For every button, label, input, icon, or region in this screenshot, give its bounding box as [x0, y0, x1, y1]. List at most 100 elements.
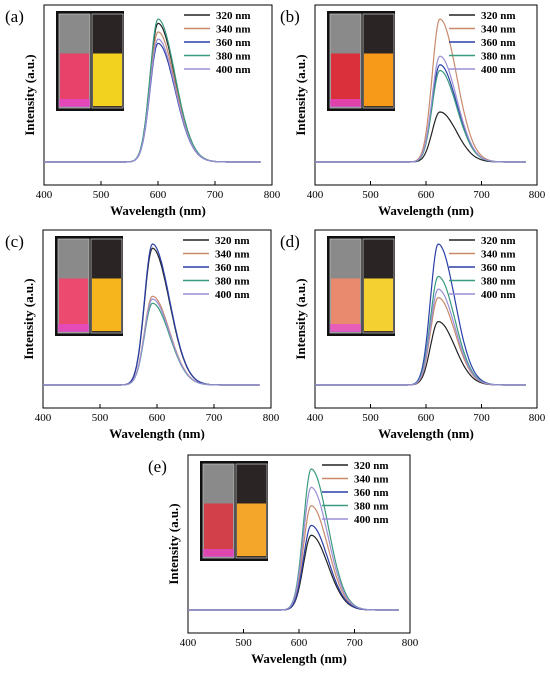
cuvette-liquid [204, 503, 233, 557]
x-tick-label: 400 [36, 189, 53, 201]
panel-label: (e) [148, 457, 167, 476]
y-axis-title: Intensity (a.u.) [22, 54, 37, 135]
legend-entry: 400 nm [354, 514, 389, 526]
y-axis-title: Intensity (a.u.) [293, 278, 308, 359]
x-tick-label: 700 [473, 189, 490, 201]
legend-entry: 380 nm [481, 51, 516, 63]
x-tick-label: 600 [150, 189, 167, 201]
chart-panel-4: 400 500 600 700 800 Wavelength (nm) Intensity … [280, 229, 546, 441]
x-tick-label: 700 [207, 189, 224, 201]
legend-entry: 340 nm [354, 474, 389, 486]
inset-cuvette-photo [55, 236, 123, 336]
cuvette-liquid [364, 53, 393, 107]
x-tick-label: 500 [362, 412, 379, 424]
legend-entry: 360 nm [215, 262, 250, 274]
x-axis-title: Wavelength (nm) [378, 426, 474, 441]
panel-label: (a) [5, 7, 24, 26]
x-tick-label: 800 [529, 412, 546, 424]
cuvette-glow [330, 99, 361, 107]
legend-entry: 380 nm [216, 51, 251, 63]
cuvette-glow [203, 549, 234, 557]
x-axis-title: Wavelength (nm) [110, 203, 206, 218]
inset-cuvette-photo [56, 11, 124, 111]
x-tick-label: 600 [149, 412, 166, 424]
x-tick-label: 400 [180, 637, 197, 649]
legend-entry: 340 nm [481, 24, 516, 36]
legend-entry: 320 nm [354, 460, 389, 472]
inset-cuvette-photo [200, 461, 268, 561]
panel-label: (d) [280, 232, 300, 251]
cuvette-liquid [60, 53, 89, 107]
x-tick-label: 500 [235, 637, 252, 649]
x-tick-label: 700 [346, 637, 363, 649]
inset-cuvette-photo [327, 11, 395, 111]
series-line-400-nm [315, 288, 526, 386]
chart-panel-2: 400 500 600 700 800 Wavelength (nm) Intensity … [280, 4, 546, 218]
cuvette-liquid [364, 278, 393, 332]
series-line-400-nm [43, 298, 260, 386]
legend-entry: 400 nm [481, 289, 516, 301]
cuvette-glow [58, 324, 89, 332]
x-tick-label: 600 [418, 189, 435, 201]
x-tick-label: 800 [264, 189, 281, 201]
y-axis-title: Intensity (a.u.) [293, 54, 308, 135]
legend-entry: 360 nm [354, 487, 389, 499]
panel-label: (c) [5, 232, 24, 251]
legend-entry: 340 nm [216, 24, 251, 36]
cuvette-liquid [237, 503, 266, 557]
x-tick-label: 700 [473, 412, 490, 424]
x-axis-title: Wavelength (nm) [251, 651, 347, 666]
x-tick-label: 400 [35, 412, 52, 424]
x-axis-title: Wavelength (nm) [109, 426, 205, 441]
chart-panel-1: 400 500 600 700 800 Wavelength (nm) Intensity … [5, 4, 281, 218]
legend-entry: 400 nm [481, 64, 516, 76]
chart-panel-5: 400 500 600 700 800 Wavelength (nm) Intensity … [148, 454, 419, 666]
x-tick-label: 600 [291, 637, 308, 649]
series-line-400-nm [44, 38, 261, 163]
legend-entry: 320 nm [216, 10, 251, 22]
y-axis-title: Intensity (a.u.) [166, 503, 181, 584]
series-line-400-nm [315, 55, 526, 163]
legend-entry: 400 nm [215, 289, 250, 301]
legend-entry: 340 nm [481, 249, 516, 261]
legend-entry: 360 nm [481, 37, 516, 49]
chart-panel-3: 400 500 600 700 800 Wavelength (nm) Intensity … [5, 229, 280, 441]
x-tick-label: 600 [418, 412, 435, 424]
legend-entry: 360 nm [481, 262, 516, 274]
x-tick-label: 800 [529, 189, 546, 201]
legend-entry: 320 nm [215, 235, 250, 247]
x-tick-label: 800 [402, 637, 419, 649]
x-tick-label: 700 [206, 412, 223, 424]
legend-entry: 360 nm [216, 37, 251, 49]
x-axis-title: Wavelength (nm) [378, 203, 474, 218]
legend-entry: 320 nm [481, 10, 516, 22]
x-tick-label: 400 [307, 412, 324, 424]
inset-cuvette-photo [327, 236, 395, 336]
cuvette-glow [59, 99, 90, 107]
x-tick-label: 500 [93, 189, 110, 201]
cuvette-liquid [92, 278, 121, 332]
x-tick-label: 500 [362, 189, 379, 201]
x-tick-label: 500 [92, 412, 109, 424]
x-tick-label: 400 [307, 189, 324, 201]
cuvette-glow [330, 324, 361, 332]
legend-entry: 380 nm [354, 501, 389, 513]
cuvette-liquid [59, 278, 88, 332]
y-axis-title: Intensity (a.u.) [21, 278, 36, 359]
cuvette-liquid [331, 278, 360, 332]
legend-entry: 380 nm [481, 276, 516, 288]
cuvette-liquid [331, 53, 360, 107]
legend-entry: 400 nm [216, 64, 251, 76]
series-line-400-nm [188, 486, 399, 611]
panel-label: (b) [280, 7, 300, 26]
legend-entry: 320 nm [481, 235, 516, 247]
legend-entry: 340 nm [215, 249, 250, 261]
cuvette-liquid [93, 53, 122, 107]
x-tick-label: 800 [263, 412, 280, 424]
